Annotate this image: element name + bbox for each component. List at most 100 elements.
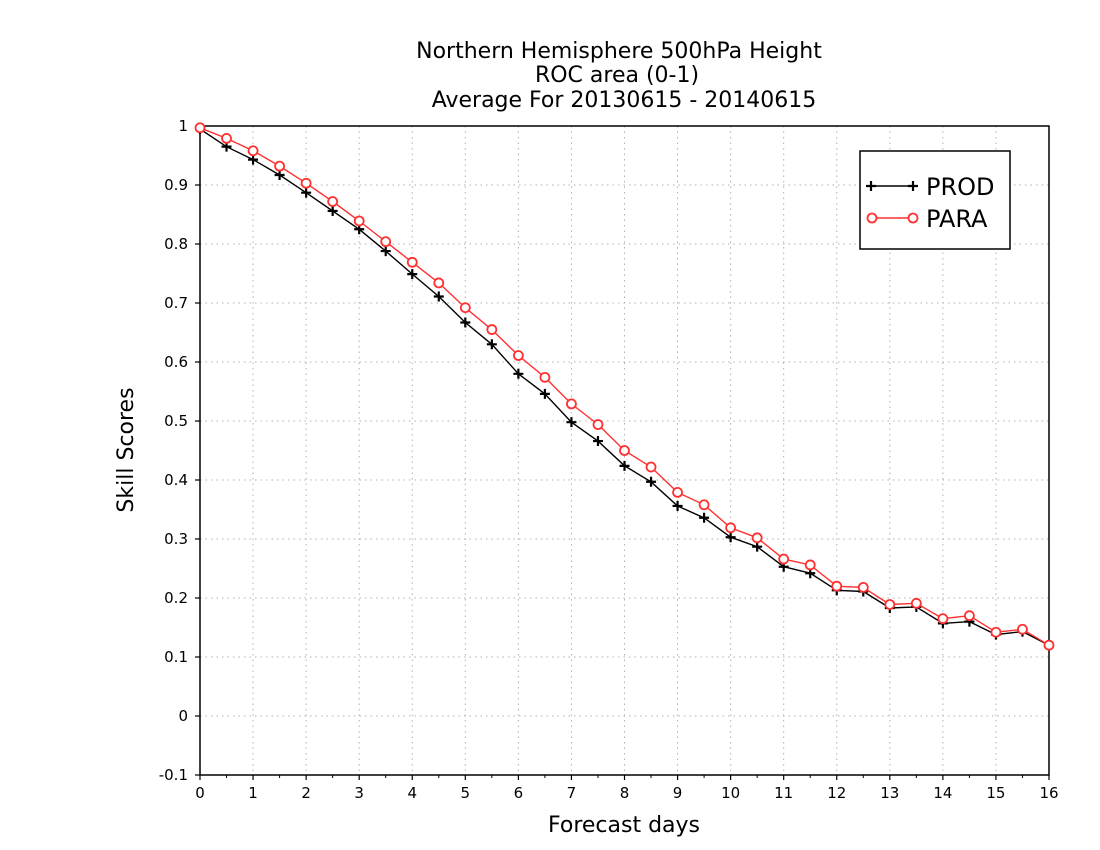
data-point-prod [672,500,683,511]
data-point-para [300,177,312,189]
x-tick-label: 11 [774,784,793,802]
x-tick-label: 9 [673,784,683,802]
y-axis-ticks: -0.1 0 0.1 0.2 0.3 0.4 0.5 0.6 0.7 0.8 0.9 1 [159,117,200,784]
data-point-para [672,486,683,498]
series-layer [194,122,1055,651]
data-point-para [1043,639,1055,651]
legend: PROD PARA [859,150,1011,250]
data-point-para [884,599,896,610]
y-tick-label: 0.7 [164,294,188,312]
chart-title-line-3: Average For 20130615 - 20140615 [432,88,817,113]
y-tick-label: 1 [178,117,188,135]
data-point-para [937,613,949,625]
data-point-prod [619,460,630,471]
data-point-para [592,419,604,430]
data-point-para [327,196,339,207]
x-tick-label: 3 [354,784,364,802]
data-point-prod [327,205,338,216]
x-tick-label: 5 [461,784,471,802]
data-point-para [486,324,498,335]
data-point-para [804,559,816,571]
data-point-para [698,499,710,511]
data-point-para [831,580,843,592]
y-axis-label: Skill Scores [114,387,139,512]
x-tick-label: 8 [620,784,630,802]
grid-lines [200,126,1049,775]
legend-prod-marker-left [866,181,876,191]
data-point-para [751,532,763,544]
x-tick-label: 4 [407,784,417,802]
legend-para-label: PARA [926,205,988,233]
legend-para-marker-left [866,212,878,224]
x-tick-label: 7 [567,784,577,802]
data-point-para [990,626,1002,638]
data-point-prod [274,169,285,180]
data-point-prod [752,541,763,552]
data-point-prod [301,187,312,198]
data-point-prod [407,269,418,280]
data-point-prod [566,417,577,428]
y-tick-label: 0.5 [164,412,188,430]
data-point-para [1017,623,1028,635]
y-tick-label: 0.2 [164,589,188,607]
data-point-para [910,597,922,609]
data-point-para [619,445,630,456]
series-para [194,122,1055,651]
y-tick-label: -0.1 [159,766,188,784]
data-point-para [353,215,365,227]
y-tick-label: 0.4 [164,471,188,489]
legend-box [859,150,1011,250]
x-tick-label: 13 [880,784,899,802]
data-point-para [645,461,657,473]
data-point-para [247,145,259,157]
data-point-prod [592,436,603,447]
data-point-para [964,610,975,622]
y-tick-label: 0.1 [164,648,188,666]
legend-prod-marker-right [908,181,918,191]
data-point-prod [725,532,736,543]
x-tick-label: 2 [301,784,311,802]
x-tick-label: 16 [1039,784,1058,802]
x-tick-label: 0 [195,784,205,802]
data-point-para [380,236,392,248]
data-point-para [459,302,471,314]
y-tick-label: 0 [178,707,188,725]
data-point-prod [513,368,524,379]
data-point-prod [646,476,657,487]
data-point-para [857,581,869,593]
legend-prod-label: PROD [926,173,995,201]
data-point-para [778,553,790,565]
data-point-para [221,132,232,144]
y-tick-label: 0.9 [164,176,188,194]
chart-title-line-1: Northern Hemisphere 500hPa Height [416,39,822,64]
y-tick-label: 0.3 [164,530,188,548]
x-axis-label: Forecast days [548,813,700,838]
data-point-para [274,160,285,172]
x-tick-label: 12 [827,784,846,802]
x-tick-label: 15 [986,784,1005,802]
x-tick-label: 6 [514,784,524,802]
x-tick-label: 1 [248,784,258,802]
data-point-para [512,350,524,361]
data-point-prod [539,388,550,399]
data-point-para [566,398,577,410]
data-point-prod [486,339,497,350]
chart-title-line-2: ROC area (0-1) [535,63,699,88]
x-tick-label: 14 [933,784,952,802]
data-point-para [406,256,418,268]
data-point-para [725,522,737,534]
x-axis-ticks: 0 1 2 3 4 5 6 7 8 9 10 11 12 13 14 15 16 [195,775,1059,802]
data-point-para [433,277,445,289]
data-point-para [194,122,206,134]
y-tick-label: 0.6 [164,353,188,371]
data-point-prod [460,317,471,328]
data-point-para [539,371,551,383]
data-point-prod [380,246,391,257]
data-point-prod [433,291,444,302]
x-tick-label: 10 [721,784,740,802]
y-tick-label: 0.8 [164,235,188,253]
data-point-prod [699,512,710,523]
data-point-prod [248,154,259,165]
legend-para-marker-right [907,212,919,224]
